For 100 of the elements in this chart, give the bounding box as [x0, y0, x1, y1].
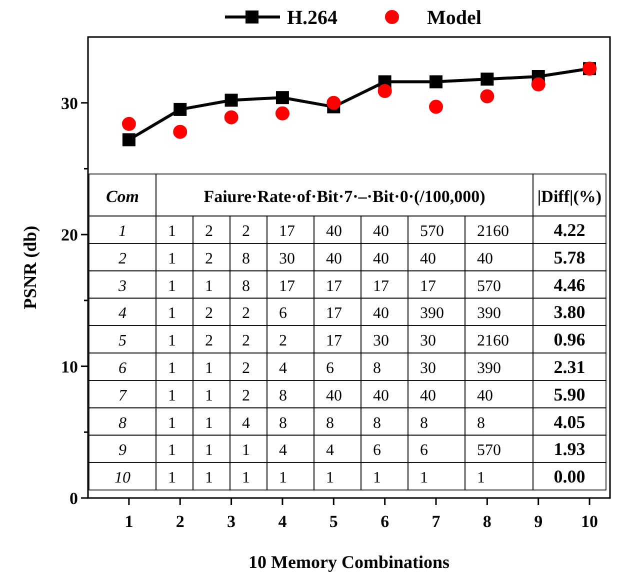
x-tick-label: 5 — [329, 512, 338, 531]
point — [480, 72, 494, 86]
annotation: 5.90 — [554, 384, 586, 404]
annotation: 2 — [279, 332, 287, 350]
point — [224, 94, 238, 107]
annotation: 1 — [168, 278, 176, 295]
annotation: 2 — [205, 250, 213, 268]
annotation: 2 — [205, 332, 213, 350]
annotation: 4 — [326, 442, 334, 460]
annotation: 1 — [279, 470, 287, 487]
annotation: 2.31 — [554, 357, 586, 377]
annotation: 2 — [205, 223, 213, 240]
annotation: 30 — [420, 360, 436, 377]
annotation: 40 — [373, 387, 389, 404]
annotation: 6 — [420, 442, 428, 460]
annotation: 1 — [168, 360, 176, 377]
annotation: 6 — [118, 360, 126, 377]
annotation: 1 — [205, 414, 213, 432]
annotation: 1 — [168, 442, 176, 460]
point — [531, 77, 546, 92]
annotation: 8 — [326, 414, 334, 432]
annotation: 1 — [168, 332, 176, 350]
annotation: 1 — [168, 470, 176, 487]
annotation: 1 — [205, 470, 213, 487]
x-tick-label: 9 — [534, 512, 543, 531]
x-tick-label: 7 — [432, 512, 441, 531]
point — [224, 110, 238, 124]
annotation: 390 — [477, 305, 501, 322]
annotation: 1 — [205, 278, 213, 295]
annotation: 4.46 — [554, 274, 586, 295]
annotation: 9 — [118, 442, 126, 460]
annotation: 1 — [205, 442, 213, 460]
annotation: 2 — [242, 305, 250, 322]
annotation: 2 — [242, 360, 250, 377]
x-tick-label: 10 — [581, 512, 598, 531]
y-tick-label: 0 — [70, 489, 78, 508]
annotation: 4 — [242, 414, 250, 432]
annotation: 7 — [118, 387, 128, 404]
annotation: 2 — [242, 332, 250, 350]
annotation: 570 — [477, 278, 501, 295]
annotation: 1 — [242, 470, 250, 487]
annotation: 1 — [326, 470, 334, 487]
point — [173, 124, 188, 139]
annotation: 1 — [168, 414, 176, 432]
annotation: 4 — [279, 442, 287, 460]
annotation: |Diff|(%) — [537, 187, 602, 206]
annotation: 17 — [373, 278, 389, 295]
annotation: 40 — [477, 250, 493, 268]
annotation: 40 — [373, 250, 389, 268]
annotation: 1 — [477, 470, 485, 487]
annotation: 5.78 — [554, 247, 586, 268]
annotation: 17 — [279, 278, 295, 295]
y-tick-label: 10 — [61, 357, 78, 376]
point — [122, 133, 136, 146]
annotation: 2 — [242, 387, 250, 404]
annotation: 10 — [114, 470, 130, 487]
point — [174, 102, 187, 116]
annotation: 2 — [242, 223, 250, 240]
annotation: 1.93 — [554, 439, 586, 460]
point — [480, 89, 494, 104]
annotation: 3 — [118, 278, 126, 295]
point — [122, 116, 136, 131]
annotation: 4 — [279, 360, 287, 377]
annotation: 1 — [118, 223, 126, 240]
annotation: 4.22 — [554, 220, 586, 240]
annotation: 40 — [373, 223, 389, 240]
annotation: 1 — [168, 223, 176, 240]
annotation: 40 — [420, 387, 436, 404]
annotation: 6 — [326, 360, 334, 377]
annotation: 0.96 — [554, 330, 586, 350]
annotation: 390 — [420, 305, 444, 322]
annotation: 30 — [279, 250, 295, 268]
annotation: 6 — [279, 305, 287, 322]
x-tick-label: 6 — [380, 512, 390, 531]
annotation: 8 — [477, 414, 485, 432]
x-tick-label: 8 — [482, 512, 492, 531]
annotation: 2160 — [477, 332, 509, 350]
annotation: 40 — [326, 250, 342, 268]
annotation: 1 — [205, 387, 213, 404]
annotation: 40 — [326, 387, 342, 404]
annotation: 0.00 — [554, 466, 586, 487]
annotation: 4 — [118, 305, 126, 322]
annotation: 17 — [279, 223, 295, 240]
annotation: 8 — [373, 414, 381, 432]
annotation: 17 — [326, 332, 342, 350]
annotation: 8 — [279, 387, 287, 404]
annotation: 2160 — [477, 223, 509, 240]
annotation: 1 — [242, 442, 250, 460]
annotation: 8 — [242, 250, 250, 268]
annotation: Faiure·Rate·of·Bit·7·–·Bit·0·(/100,000) — [204, 187, 486, 206]
annotation: 40 — [373, 305, 389, 322]
legend-label: H.264 — [287, 7, 338, 29]
annotation: 8 — [420, 414, 428, 432]
annotation: 6 — [373, 442, 381, 460]
annotation: 1 — [168, 305, 176, 322]
annotation: 17 — [326, 305, 342, 322]
annotation: 40 — [420, 250, 436, 268]
annotation: 1 — [205, 360, 213, 377]
point — [378, 84, 392, 98]
annotation: 390 — [477, 360, 501, 377]
